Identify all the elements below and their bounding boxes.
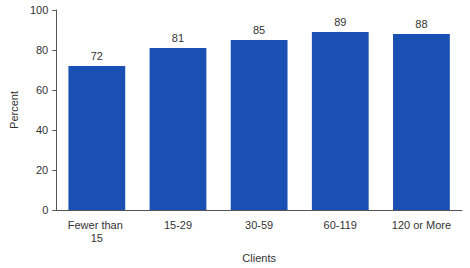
svg-text:15-29: 15-29 (164, 219, 192, 231)
svg-text:72: 72 (91, 50, 103, 62)
svg-text:60-119: 60-119 (324, 219, 357, 231)
svg-text:Clients: Clients (242, 252, 276, 264)
svg-text:30-59: 30-59 (245, 219, 273, 231)
svg-text:60: 60 (36, 84, 48, 96)
svg-text:0: 0 (42, 204, 48, 216)
svg-text:Percent: Percent (8, 91, 20, 129)
svg-text:20: 20 (36, 164, 48, 176)
svg-text:85: 85 (253, 24, 265, 36)
svg-text:89: 89 (334, 16, 346, 28)
svg-text:120 or More: 120 or More (392, 219, 451, 231)
svg-text:Fewer than: Fewer than (68, 219, 126, 231)
svg-text:80: 80 (36, 44, 48, 56)
svg-text:15: 15 (91, 232, 103, 244)
svg-text:88: 88 (415, 18, 427, 30)
svg-text:81: 81 (172, 32, 184, 44)
svg-text:40: 40 (36, 124, 48, 136)
svg-text:100: 100 (30, 4, 48, 16)
